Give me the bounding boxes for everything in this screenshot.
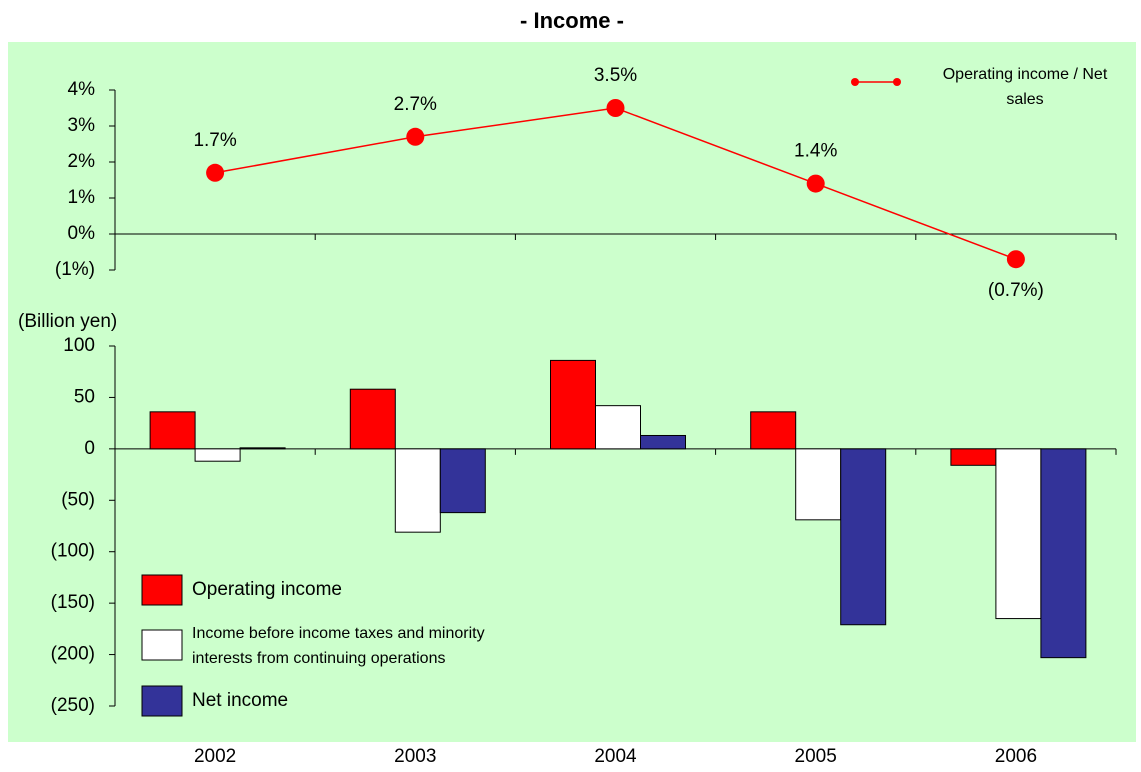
chart-title: - Income - [520, 8, 624, 33]
point [806, 174, 825, 193]
x-tick-label: 2003 [394, 746, 436, 767]
y-tick-label: (150) [51, 592, 95, 613]
y-tick-label: 4% [68, 79, 96, 100]
legend-marker [851, 78, 859, 86]
bar [439, 448, 486, 514]
point [606, 99, 625, 117]
y-axis-label: (Billion yen) [18, 311, 117, 332]
y-tick-label: (200) [51, 644, 95, 665]
bar [995, 448, 1042, 620]
y-tick-label: 0 [84, 438, 95, 459]
point [206, 163, 225, 182]
bar [640, 434, 686, 450]
point [406, 127, 425, 146]
y-tick-label: (100) [51, 541, 95, 562]
legend-label: Operating income [192, 579, 342, 600]
legend-label: Operating income / Net sales [942, 66, 1108, 108]
y-tick-label: 50 [74, 386, 95, 407]
legend-swatch [141, 685, 183, 717]
bar [550, 359, 596, 450]
y-tick-label: (50) [61, 489, 95, 510]
bar [239, 447, 286, 450]
y-tick-label: 2% [68, 151, 96, 172]
data-label: (0.7%) [988, 280, 1044, 301]
data-label: 3.5% [594, 65, 637, 86]
bar [840, 448, 887, 626]
x-tick-label: 2006 [995, 746, 1037, 767]
data-label: 2.7% [394, 94, 437, 115]
bar [394, 448, 441, 533]
y-tick-label: 1% [68, 187, 96, 208]
bar [194, 448, 241, 462]
legend-swatch [141, 629, 183, 661]
y-tick-label: 0% [68, 223, 96, 244]
bar [750, 411, 797, 450]
legend-swatch [141, 574, 183, 606]
legend-marker [893, 78, 901, 86]
y-tick-label: (250) [51, 695, 95, 716]
bar [595, 405, 641, 450]
y-tick-label: (1%) [55, 259, 95, 280]
legend-label: Net income [192, 690, 289, 711]
bar [950, 448, 997, 466]
data-label: 1.7% [193, 130, 236, 151]
point [1006, 250, 1025, 269]
y-tick-label: 3% [68, 115, 96, 136]
bar [1040, 448, 1087, 659]
x-tick-label: 2005 [795, 746, 837, 767]
x-tick-label: 2002 [194, 746, 236, 767]
legend-label: Income before income taxes and minority … [192, 625, 485, 667]
bar [795, 448, 842, 521]
data-label: 1.4% [794, 141, 837, 162]
y-tick-label: 100 [63, 335, 95, 356]
bar [149, 411, 196, 450]
x-tick-label: 2004 [594, 746, 637, 767]
bar [349, 388, 396, 450]
